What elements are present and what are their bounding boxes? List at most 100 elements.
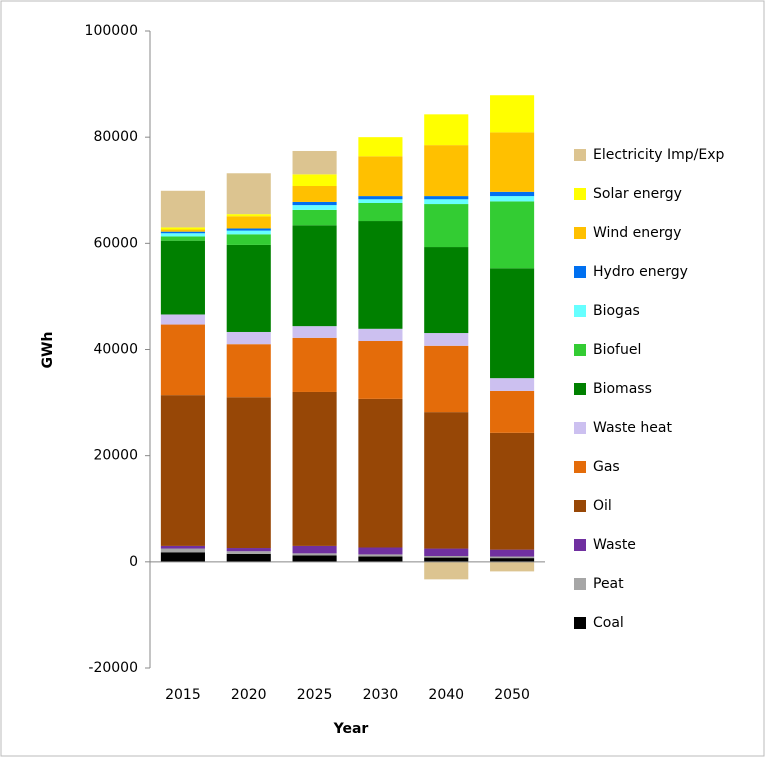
bar-segment bbox=[424, 247, 469, 334]
bar-segment bbox=[490, 556, 535, 559]
y-tick-label: 60000 bbox=[93, 235, 138, 251]
legend-label: Coal bbox=[593, 615, 624, 631]
bar-segment bbox=[160, 190, 205, 228]
bar-segment bbox=[160, 548, 205, 553]
bar-segment bbox=[160, 229, 205, 232]
legend-label: Hydro energy bbox=[593, 264, 688, 280]
bar-segment bbox=[292, 209, 337, 226]
bar-segment bbox=[490, 432, 535, 550]
legend-label: Wind energy bbox=[593, 225, 681, 241]
y-tick-label: 80000 bbox=[93, 129, 138, 145]
bar-segment bbox=[226, 234, 271, 245]
x-axis-label: Year bbox=[333, 721, 369, 737]
bar-segment bbox=[160, 227, 205, 230]
bar-segment bbox=[424, 412, 469, 549]
bar-segment bbox=[226, 331, 271, 345]
legend-swatch bbox=[574, 266, 586, 278]
bar-segment bbox=[424, 333, 469, 346]
bar-segment bbox=[226, 344, 271, 398]
bar-segment bbox=[292, 150, 337, 175]
legend-label: Biogas bbox=[593, 303, 640, 319]
x-tick-label: 2015 bbox=[165, 687, 201, 703]
x-tick-label: 2030 bbox=[363, 687, 399, 703]
bar-segment bbox=[292, 545, 337, 554]
bar-segment bbox=[226, 548, 271, 552]
bar-segment bbox=[292, 553, 337, 556]
bar-segment bbox=[358, 341, 403, 399]
bar-segment bbox=[490, 95, 535, 133]
legend-swatch bbox=[574, 500, 586, 512]
bar-segment bbox=[160, 236, 205, 241]
bar-segment bbox=[424, 204, 469, 248]
bar-segment bbox=[490, 558, 535, 562]
bar-segment bbox=[226, 244, 271, 332]
bar-segment bbox=[292, 555, 337, 562]
y-tick-label: -20000 bbox=[88, 660, 138, 676]
bar-segment bbox=[160, 240, 205, 315]
bar-segment bbox=[490, 378, 535, 391]
bar-segment bbox=[358, 556, 403, 562]
bar-segment bbox=[226, 553, 271, 562]
bar-segment bbox=[160, 545, 205, 549]
bar-segment bbox=[490, 390, 535, 433]
legend-label: Oil bbox=[593, 498, 612, 514]
bar-segment bbox=[424, 114, 469, 146]
bar-segment bbox=[226, 228, 271, 231]
legend-label: Peat bbox=[593, 576, 624, 592]
bar-segment bbox=[490, 191, 535, 197]
bar-segment bbox=[358, 202, 403, 222]
y-axis-label: GWh bbox=[40, 332, 56, 369]
bar-segment bbox=[490, 268, 535, 379]
bar-segment bbox=[358, 221, 403, 329]
bar-segment bbox=[226, 173, 271, 215]
bar-segment bbox=[358, 199, 403, 203]
legend-swatch bbox=[574, 461, 586, 473]
bar-segment bbox=[490, 132, 535, 192]
legend-label: Waste heat bbox=[593, 420, 672, 436]
bar-segment bbox=[160, 233, 205, 237]
legend-swatch bbox=[574, 617, 586, 629]
bar-segment bbox=[160, 231, 205, 234]
bar-segment bbox=[424, 196, 469, 200]
bar-segment bbox=[358, 137, 403, 157]
bar-segment bbox=[490, 561, 535, 572]
bar-segment bbox=[292, 186, 337, 202]
bar-segment bbox=[424, 199, 469, 205]
bar-segment bbox=[358, 547, 403, 555]
legend-swatch bbox=[574, 578, 586, 590]
bar-segment bbox=[226, 230, 271, 235]
bar-segment bbox=[226, 551, 271, 554]
bar-segment bbox=[490, 201, 535, 269]
bar-segment bbox=[424, 561, 469, 580]
x-tick-label: 2040 bbox=[428, 687, 464, 703]
bar-segment bbox=[160, 324, 205, 396]
bar-segment bbox=[160, 552, 205, 562]
bar-segment bbox=[424, 345, 469, 413]
bar-segment bbox=[226, 216, 271, 229]
legend-label: Gas bbox=[593, 459, 620, 475]
y-tick-label: 20000 bbox=[93, 448, 138, 464]
legend-swatch bbox=[574, 305, 586, 317]
bar-segment bbox=[358, 398, 403, 548]
bar-segment bbox=[358, 328, 403, 342]
frame bbox=[0, 0, 765, 757]
legend-swatch bbox=[574, 149, 586, 161]
bar-segment bbox=[424, 145, 469, 197]
bar-segment bbox=[358, 156, 403, 197]
y-tick-label: 0 bbox=[129, 554, 138, 570]
bar-segment bbox=[292, 225, 337, 327]
legend-swatch bbox=[574, 539, 586, 551]
legend-label: Biomass bbox=[593, 381, 652, 397]
bar-segment bbox=[292, 337, 337, 392]
bar-segment bbox=[424, 557, 469, 562]
x-tick-label: 2020 bbox=[231, 687, 267, 703]
legend-swatch bbox=[574, 422, 586, 434]
y-tick-label: 40000 bbox=[93, 342, 138, 358]
bar-segment bbox=[292, 326, 337, 338]
legend-label: Electricity Imp/Exp bbox=[593, 147, 724, 163]
legend-label: Waste bbox=[593, 537, 636, 553]
bar-segment bbox=[424, 548, 469, 556]
y-tick-label: 100000 bbox=[85, 23, 138, 39]
bar-segment bbox=[490, 549, 535, 557]
